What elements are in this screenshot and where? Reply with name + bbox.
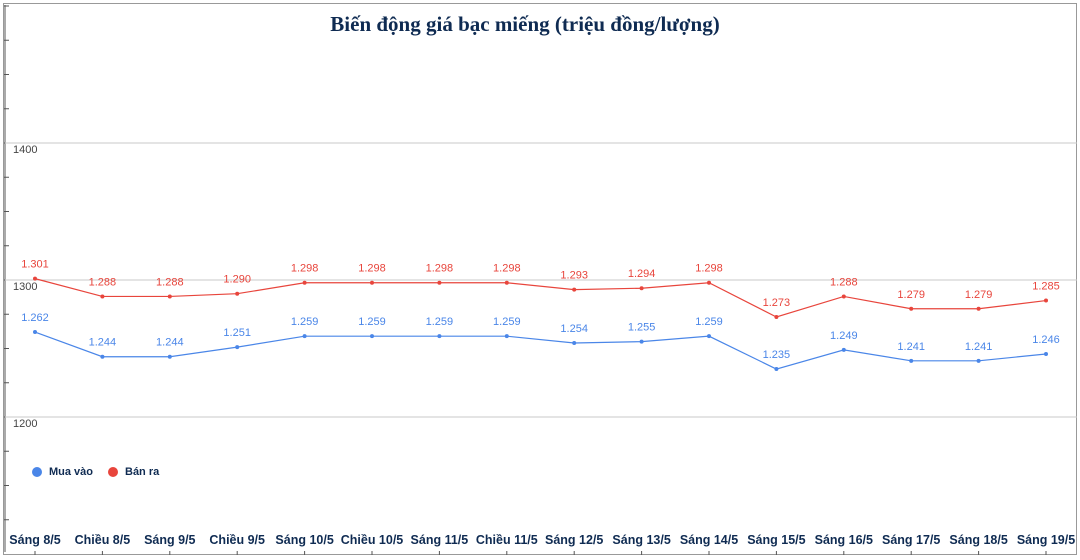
chart-title: Biến động giá bạc miếng (triệu đồng/lượn… bbox=[330, 12, 720, 36]
data-label: 1.298 bbox=[493, 263, 521, 275]
data-label: 1.288 bbox=[156, 276, 184, 288]
data-point bbox=[1044, 351, 1048, 356]
legend-label: Mua vào bbox=[49, 466, 94, 478]
data-point bbox=[572, 287, 577, 292]
x-tick-label: Sáng 18/5 bbox=[949, 533, 1007, 547]
legend-label: Bán ra bbox=[125, 466, 160, 478]
data-label: 1.259 bbox=[358, 316, 386, 328]
data-label: 1.288 bbox=[830, 276, 858, 288]
data-label: 1.298 bbox=[358, 263, 386, 275]
data-label: 1.246 bbox=[1032, 334, 1060, 346]
data-point bbox=[33, 330, 37, 335]
data-label: 1.290 bbox=[223, 274, 251, 286]
data-point bbox=[504, 280, 509, 285]
data-point bbox=[100, 294, 105, 299]
legend-dot-icon bbox=[108, 467, 118, 477]
data-label: 1.298 bbox=[291, 263, 319, 275]
data-label: 1.262 bbox=[21, 312, 49, 324]
data-label: 1.251 bbox=[223, 327, 251, 339]
data-point bbox=[437, 280, 442, 285]
x-tick-label: Chiều 8/5 bbox=[75, 533, 131, 547]
data-point bbox=[707, 280, 711, 285]
data-label: 1.259 bbox=[493, 316, 521, 328]
data-point bbox=[774, 314, 779, 319]
data-point bbox=[370, 280, 374, 285]
data-label: 1.241 bbox=[897, 341, 925, 353]
data-point bbox=[100, 354, 105, 359]
data-label: 1.294 bbox=[628, 268, 656, 280]
series-line-mua-vao bbox=[34, 331, 1047, 370]
data-label: 1.301 bbox=[21, 259, 49, 271]
data-label: 1.235 bbox=[763, 349, 791, 361]
x-tick-label: Sáng 11/5 bbox=[411, 533, 469, 547]
data-point bbox=[167, 294, 172, 299]
x-tick-label: Sáng 19/5 bbox=[1017, 533, 1075, 547]
x-tick-label: Chiều 10/5 bbox=[341, 533, 404, 547]
data-label: 1.249 bbox=[830, 330, 858, 342]
data-label: 1.273 bbox=[763, 297, 791, 309]
y-tick-label: 1300 bbox=[13, 281, 37, 293]
data-point bbox=[707, 334, 711, 339]
data-label: 1.285 bbox=[1032, 281, 1060, 293]
x-tick-label: Chiều 11/5 bbox=[476, 533, 538, 547]
y-tick-label: 1200 bbox=[13, 418, 37, 430]
series-line-ban-ra bbox=[34, 278, 1047, 318]
chart-frame bbox=[3, 3, 1077, 555]
data-point bbox=[235, 291, 240, 296]
data-point bbox=[841, 294, 846, 299]
data-label: 1.298 bbox=[426, 263, 454, 275]
x-tick-label: Sáng 9/5 bbox=[144, 533, 195, 547]
data-point bbox=[639, 286, 644, 291]
data-label: 1.259 bbox=[291, 316, 319, 328]
data-point bbox=[976, 306, 981, 311]
x-tick-label: Sáng 15/5 bbox=[747, 533, 805, 547]
legend-item-mua-vao: Mua vào bbox=[32, 466, 93, 478]
data-label: 1.298 bbox=[695, 263, 723, 275]
data-label: 1.259 bbox=[695, 316, 723, 328]
data-point bbox=[774, 367, 779, 372]
data-point bbox=[437, 334, 442, 339]
data-point bbox=[909, 306, 914, 311]
data-point bbox=[639, 339, 644, 344]
legend-item-ban-ra: Bán ra bbox=[108, 466, 159, 478]
data-point bbox=[302, 280, 307, 285]
x-tick-label: Sáng 13/5 bbox=[612, 533, 670, 547]
data-point bbox=[235, 345, 240, 350]
x-tick-label: Sáng 8/5 bbox=[9, 533, 60, 547]
x-tick-label: Chiều 9/5 bbox=[209, 533, 265, 547]
data-label: 1.288 bbox=[89, 276, 117, 288]
data-label: 1.255 bbox=[628, 322, 656, 334]
data-label: 1.293 bbox=[560, 270, 588, 282]
data-point bbox=[370, 334, 374, 339]
x-tick-label: Sáng 12/5 bbox=[545, 533, 603, 547]
legend-dot-icon bbox=[32, 467, 42, 477]
data-label: 1.244 bbox=[156, 337, 184, 349]
data-label: 1.259 bbox=[426, 316, 454, 328]
x-tick-label: Sáng 16/5 bbox=[815, 533, 873, 547]
data-point bbox=[572, 341, 577, 346]
data-point bbox=[33, 276, 37, 281]
x-tick-label: Sáng 17/5 bbox=[882, 533, 940, 547]
y-tick-label: 1400 bbox=[13, 144, 37, 156]
x-tick-label: Sáng 14/5 bbox=[680, 533, 738, 547]
data-point bbox=[976, 358, 981, 363]
data-label: 1.254 bbox=[560, 323, 588, 335]
data-label: 1.279 bbox=[965, 289, 993, 301]
data-label: 1.244 bbox=[89, 337, 117, 349]
data-point bbox=[841, 347, 846, 352]
data-point bbox=[302, 334, 307, 339]
data-point bbox=[909, 358, 914, 363]
data-point bbox=[1044, 298, 1048, 303]
data-label: 1.279 bbox=[897, 289, 925, 301]
data-label: 1.241 bbox=[965, 341, 993, 353]
x-tick-label: Sáng 10/5 bbox=[275, 533, 333, 547]
data-point bbox=[504, 334, 509, 339]
data-point bbox=[167, 354, 172, 359]
